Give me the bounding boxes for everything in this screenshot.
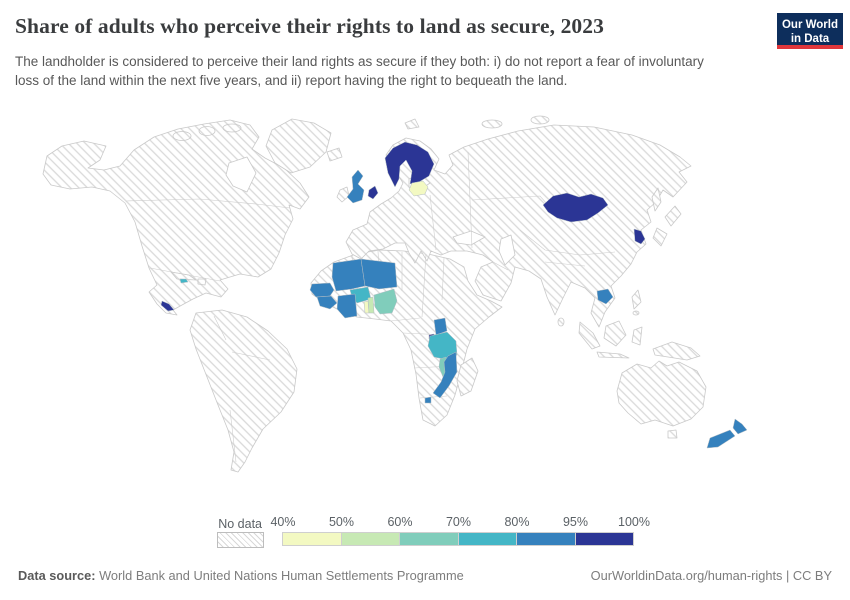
legend-no-data-label: No data bbox=[218, 517, 262, 531]
arctic-island bbox=[222, 123, 242, 133]
legend-bin-95-100[interactable] bbox=[574, 532, 634, 546]
japan bbox=[664, 205, 682, 227]
country-new-zealand-north[interactable] bbox=[732, 418, 748, 435]
owid-logo-line2: in Data bbox=[790, 33, 830, 46]
data-source-note: Data source: World Bank and United Natio… bbox=[18, 568, 464, 583]
sulawesi bbox=[631, 326, 643, 346]
legend-tick-labels: 40% 50% 60% 70% 80% 95% 100% bbox=[270, 515, 650, 529]
sakhalin bbox=[651, 187, 662, 212]
continent-south-america bbox=[189, 309, 298, 473]
country-nigeria[interactable] bbox=[373, 288, 398, 315]
continent-eurasia bbox=[345, 124, 692, 328]
country-guinea[interactable] bbox=[316, 295, 338, 310]
country-mongolia[interactable] bbox=[542, 192, 609, 223]
country-costa-rica[interactable] bbox=[160, 300, 175, 312]
new-guinea bbox=[652, 341, 701, 361]
owid-link[interactable]: OurWorldinData.org/human-rights bbox=[590, 568, 783, 583]
legend-tick: 80% bbox=[504, 515, 530, 529]
footer-separator: | bbox=[782, 568, 793, 583]
sumatra bbox=[578, 321, 601, 350]
owid-logo-line1: Our World bbox=[781, 19, 838, 31]
arctic-island bbox=[172, 131, 192, 141]
chart-subtitle: The landholder is considered to perceive… bbox=[15, 54, 704, 89]
tasmania bbox=[667, 429, 678, 439]
madagascar bbox=[456, 357, 479, 397]
country-uganda[interactable] bbox=[433, 317, 448, 336]
svalbard bbox=[404, 118, 420, 130]
sri-lanka bbox=[557, 317, 565, 327]
arctic-island bbox=[530, 115, 550, 125]
country-mali[interactable] bbox=[331, 258, 366, 292]
australia bbox=[616, 360, 707, 427]
legend-no-data-swatch[interactable] bbox=[217, 532, 264, 548]
country-mozambique[interactable] bbox=[432, 351, 458, 399]
country-belarus[interactable] bbox=[408, 180, 429, 197]
legend-tick: 40% bbox=[270, 515, 296, 529]
country-cote-divoire[interactable] bbox=[336, 293, 358, 319]
iceland bbox=[326, 147, 343, 162]
legend-bin-70-80[interactable] bbox=[457, 532, 517, 546]
country-netherlands[interactable] bbox=[367, 185, 379, 200]
country-south-korea[interactable] bbox=[633, 228, 646, 245]
world-choropleth-map bbox=[42, 115, 748, 473]
ireland bbox=[336, 186, 350, 203]
owid-logo[interactable]: Our World in Data bbox=[777, 13, 843, 49]
legend-tick: 95% bbox=[562, 515, 589, 529]
legend-bin-60-70[interactable] bbox=[399, 532, 459, 546]
legend-bin-80-95[interactable] bbox=[516, 532, 576, 546]
country-eswatini[interactable] bbox=[424, 396, 432, 404]
hispaniola bbox=[197, 278, 207, 286]
legend-bin-40-50[interactable] bbox=[282, 532, 342, 546]
legend-tick: 50% bbox=[328, 515, 355, 529]
legend-bin-50-60[interactable] bbox=[340, 532, 400, 546]
data-source-label: Data source: bbox=[18, 568, 96, 583]
legend-tick: 70% bbox=[445, 515, 472, 529]
continent-north-america bbox=[42, 119, 310, 316]
page-title: Share of adults who perceive their right… bbox=[15, 14, 604, 38]
country-niger[interactable] bbox=[360, 258, 398, 290]
country-sweden-finland[interactable] bbox=[384, 141, 435, 188]
legend-tick: 100% bbox=[618, 515, 650, 529]
legend-color-bar bbox=[282, 532, 634, 546]
footer-credits: OurWorldinData.org/human-rights | CC BY bbox=[591, 568, 832, 583]
country-cambodia[interactable] bbox=[596, 288, 614, 305]
philippines bbox=[632, 310, 640, 316]
java bbox=[596, 351, 630, 359]
arctic-island bbox=[481, 119, 503, 129]
borneo bbox=[603, 320, 627, 347]
greenland bbox=[265, 118, 332, 174]
philippines bbox=[631, 289, 642, 310]
country-united-kingdom[interactable] bbox=[346, 169, 365, 204]
japan bbox=[652, 227, 668, 247]
arctic-island bbox=[198, 126, 216, 136]
country-jamaica[interactable] bbox=[179, 278, 189, 284]
data-source-value: World Bank and United Nations Human Sett… bbox=[95, 568, 464, 583]
country-new-zealand-south[interactable] bbox=[706, 429, 736, 449]
country-benin[interactable] bbox=[367, 296, 375, 314]
legend-tick: 60% bbox=[387, 515, 413, 529]
license-label[interactable]: CC BY bbox=[792, 568, 832, 583]
